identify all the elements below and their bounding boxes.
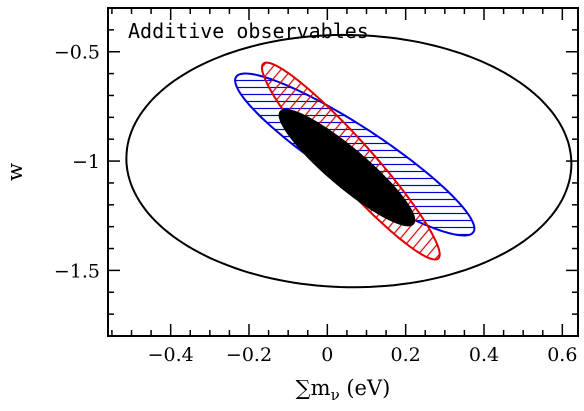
x-tick-label: −0.4 bbox=[148, 344, 194, 366]
x-axis-label-prefix: ∑m bbox=[296, 376, 331, 400]
y-tick-label: −1 bbox=[72, 151, 100, 173]
x-tick-label: 0.2 bbox=[391, 344, 421, 366]
contour-layer bbox=[125, 33, 573, 289]
y-tick-labels: −1.5 −1 −0.5 bbox=[54, 42, 100, 283]
plot-frame bbox=[107, 7, 579, 337]
x-axis-label-suffix: (eV) bbox=[340, 376, 391, 400]
x-tick-labels: −0.4 −0.2 0 0.2 0.4 0.6 bbox=[148, 344, 578, 366]
y-axis-label: w bbox=[3, 163, 27, 181]
y-tick-label: −1.5 bbox=[54, 260, 100, 282]
contour-outer bbox=[125, 33, 573, 289]
annotation-label: Additive observables bbox=[128, 19, 369, 43]
x-axis-label-subscript: ν bbox=[331, 386, 340, 404]
x-axis-label: ∑mν (eV) bbox=[296, 376, 391, 404]
x-tick-label: −0.2 bbox=[226, 344, 272, 366]
contour-black bbox=[278, 108, 416, 227]
y-tick-label: −0.5 bbox=[54, 42, 100, 64]
x-tick-label: 0.4 bbox=[469, 344, 499, 366]
x-tick-label: 0.6 bbox=[547, 344, 577, 366]
x-tick-label: 0 bbox=[321, 344, 333, 366]
